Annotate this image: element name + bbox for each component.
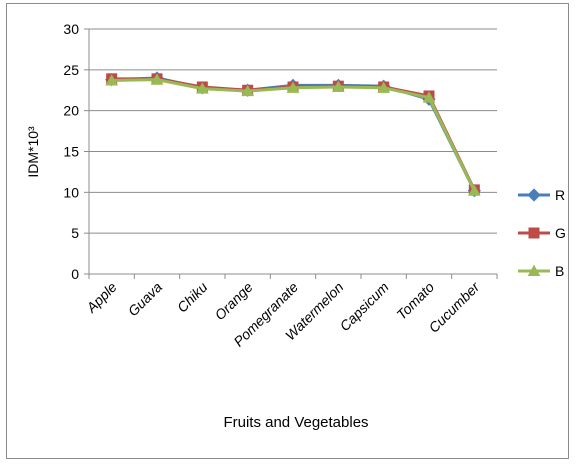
y-tick-label: 0 <box>71 266 79 282</box>
data-point-b <box>377 81 390 93</box>
data-point-b <box>422 91 436 103</box>
series-lines <box>105 71 481 198</box>
data-point-b <box>241 84 254 97</box>
y-tick-label: 10 <box>63 184 79 200</box>
gridlines <box>89 28 497 234</box>
data-point-b <box>468 184 481 196</box>
legend-marker-g <box>528 227 540 239</box>
legend-label-b: B <box>555 263 564 279</box>
data-point-b <box>196 82 209 94</box>
y-tick-label: 20 <box>63 103 79 119</box>
y-tick-label: 30 <box>63 21 79 37</box>
legend: R G B <box>518 187 566 279</box>
legend-marker-b <box>527 264 541 277</box>
data-point-b <box>105 74 118 86</box>
data-point-b <box>332 80 345 93</box>
x-axis-label: Fruits and Vegetables <box>223 414 368 431</box>
y-axis-label: IDM*10³ <box>25 126 41 178</box>
data-point-b <box>286 81 300 93</box>
y-tick-label: 5 <box>71 225 79 241</box>
legend-marker-r <box>527 188 541 202</box>
chart-border <box>6 3 569 459</box>
data-point-b <box>150 73 164 85</box>
y-tick-label: 25 <box>63 62 79 78</box>
y-tick-label: 15 <box>63 144 79 160</box>
legend-label-g: G <box>555 225 566 241</box>
legend-label-r: R <box>555 187 565 203</box>
